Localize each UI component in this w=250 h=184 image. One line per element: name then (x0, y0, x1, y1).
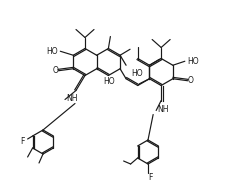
Text: O: O (52, 66, 58, 75)
Text: F: F (20, 137, 25, 146)
Text: O: O (188, 76, 194, 85)
Text: HO: HO (187, 57, 198, 66)
Text: HO: HO (47, 47, 58, 56)
Text: NH: NH (66, 94, 78, 103)
Text: HO: HO (104, 77, 115, 86)
Text: F: F (148, 174, 152, 183)
Text: HO: HO (131, 69, 143, 78)
Text: NH: NH (157, 105, 169, 114)
